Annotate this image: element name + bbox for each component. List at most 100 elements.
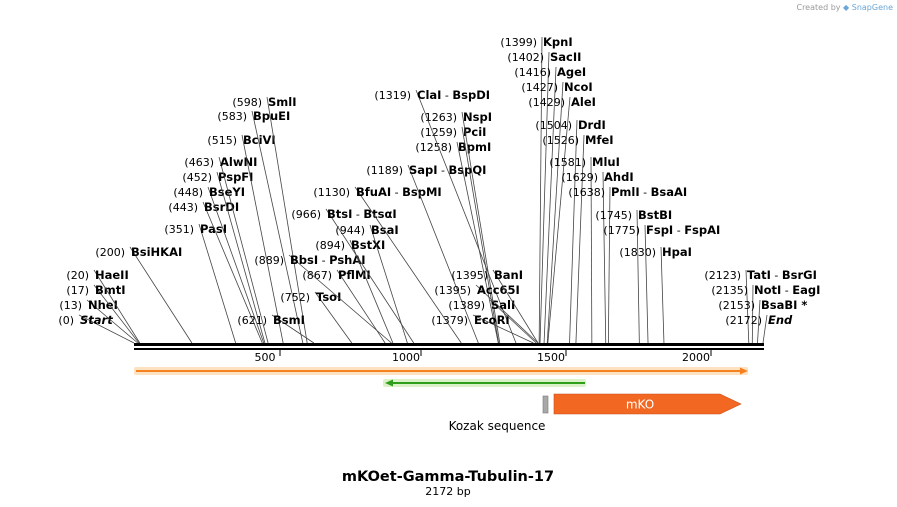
site-position: (752) xyxy=(280,291,310,304)
site-label: BmtI xyxy=(95,283,126,297)
site-label: BsrDI xyxy=(204,200,239,214)
site-name: SacII xyxy=(550,50,581,64)
site-name: BsaBI xyxy=(761,298,797,312)
site-bpuei[interactable]: (583) BpuEI xyxy=(217,109,304,344)
site-label: TatI - BsrGI xyxy=(747,268,817,282)
backbone xyxy=(134,343,764,350)
site-pcii[interactable]: (1259) PciI xyxy=(420,125,499,344)
site-bani[interactable]: (1395) BanI xyxy=(451,268,539,344)
site-tati[interactable]: (2123) TatI - BsrGI xyxy=(704,268,817,344)
site-name: BpuEI xyxy=(253,109,290,123)
site-label: PspFI xyxy=(218,170,253,184)
site-bsrdi[interactable]: (443) BsrDI xyxy=(168,200,263,344)
site-sacii[interactable]: (1402) SacII xyxy=(507,50,581,344)
site-bsihkai[interactable]: (200) BsiHKAI xyxy=(95,245,193,344)
site-name: ClaI xyxy=(417,88,441,102)
site-label: BanI xyxy=(494,268,523,282)
site-position: (515) xyxy=(207,134,237,147)
site-leader-line xyxy=(202,201,263,344)
site-clai[interactable]: (1319) ClaI - BspDI xyxy=(374,88,517,344)
site-label: TsoI xyxy=(316,290,341,304)
site-bseyi[interactable]: (448) BseYI xyxy=(173,185,265,344)
credit-brand: SnapGene xyxy=(851,3,893,12)
site-name: BmtI xyxy=(95,283,126,297)
site-position: (2172) xyxy=(725,314,762,327)
site-label: NotI - EagI xyxy=(754,283,820,297)
site-position: (1189) xyxy=(366,164,403,177)
site-btsi[interactable]: (966) BtsI - BtsαI xyxy=(291,207,415,344)
site-fspi[interactable]: (1775) FspI - FspAI xyxy=(603,223,720,344)
site-name: FspI xyxy=(646,223,673,237)
site-sapi[interactable]: (1189) SapI - BspQI xyxy=(366,163,486,344)
site-star-icon: * xyxy=(797,298,807,312)
site-label: MfeI xyxy=(585,133,614,147)
site-haeii[interactable]: (20) HaeII xyxy=(66,268,141,344)
site-bcivi[interactable]: (515) BciVI xyxy=(207,133,284,344)
site-acc65i[interactable]: (1395) Acc65I xyxy=(434,283,539,344)
site-label: SalI xyxy=(491,298,515,312)
site-position: (1379) xyxy=(431,314,468,327)
site-bsmi[interactable]: (621) BsmI xyxy=(237,313,315,344)
site-label: BbsI - PshAI xyxy=(290,253,366,267)
site-position: (1745) xyxy=(595,209,632,222)
site-nhei[interactable]: (13) NheI xyxy=(59,298,139,344)
site-separator: - xyxy=(781,284,792,297)
site-ecori[interactable]: (1379) EcoRI xyxy=(431,313,534,344)
site-bbsi[interactable]: (889) BbsI - PshAI xyxy=(254,253,392,344)
site-nspi[interactable]: (1263) NspI xyxy=(420,110,501,344)
site-pasi[interactable]: (351) PasI xyxy=(164,222,237,344)
site-position: (1638) xyxy=(568,186,605,199)
site-name: MluI xyxy=(592,155,620,169)
site-label: KpnI xyxy=(543,35,573,49)
site-position: (583) xyxy=(217,110,247,123)
site-bmti[interactable]: (17) BmtI xyxy=(66,283,140,344)
site-leader-line xyxy=(644,224,649,344)
site-start[interactable]: (0) Start xyxy=(58,313,135,344)
site-sali[interactable]: (1389) SalI xyxy=(448,298,537,344)
site-pmli[interactable]: (1638) PmlI - BsaAI xyxy=(568,185,687,344)
site-tsoi[interactable]: (752) TsoI xyxy=(280,290,353,344)
site-hpai[interactable]: (1830) HpaI xyxy=(619,245,692,344)
site-bpmi[interactable]: (1258) BpmI xyxy=(415,140,499,344)
site-bstbi[interactable]: (1745) BstBI xyxy=(595,208,672,344)
full-length-arrowhead xyxy=(740,367,748,375)
site-leader-line xyxy=(636,209,640,344)
site-kpni[interactable]: (1399) KpnI xyxy=(500,35,573,344)
site-pspfi[interactable]: (452) PspFI xyxy=(182,170,266,344)
site-ahdi[interactable]: (1629) AhdI xyxy=(561,170,634,344)
site-drdi[interactable]: (1504) DrdI xyxy=(535,118,606,344)
site-bsabi[interactable]: (2153) BsaBI * xyxy=(718,298,807,344)
site-end[interactable]: (2172) End xyxy=(725,313,793,344)
map-title: mKOet-Gamma-Tubulin-17 xyxy=(342,469,554,485)
site-label: HpaI xyxy=(662,245,692,259)
site-agei[interactable]: (1416) AgeI xyxy=(514,65,586,344)
site-bstxi[interactable]: (894) BstXI xyxy=(315,238,394,344)
site-separator: - xyxy=(441,89,452,102)
feature-full-length[interactable] xyxy=(134,367,748,375)
ruler: 500 1000 1500 2000 xyxy=(255,350,712,364)
site-leader-line xyxy=(271,314,315,344)
site-label: BsmI xyxy=(273,313,305,327)
site-name: TsoI xyxy=(316,290,341,304)
site-bfuai[interactable]: (1130) BfuAI - BspMI xyxy=(313,185,462,344)
feature-kozak[interactable]: Kozak sequence xyxy=(449,395,549,433)
site-label: BpuEI xyxy=(253,109,290,123)
feature-mko[interactable]: mKO xyxy=(553,393,742,415)
site-name: BciVI xyxy=(243,133,276,147)
site-alei[interactable]: (1429) AleI xyxy=(528,95,596,344)
site-noti[interactable]: (2135) NotI - EagI xyxy=(711,283,820,344)
site-smli[interactable]: (598) SmlI xyxy=(232,95,308,344)
site-leader-line xyxy=(456,141,499,344)
site-mlui[interactable]: (1581) MluI xyxy=(549,155,620,344)
site-mfei[interactable]: (1526) MfeI xyxy=(542,133,614,344)
site-label: AlwNI xyxy=(220,155,257,169)
site-label: SacII xyxy=(550,50,581,64)
site-name: PspFI xyxy=(218,170,253,184)
site-isoschizomer: BsrGI xyxy=(782,268,817,282)
credit-prefix: Created by xyxy=(796,3,841,12)
feature-reverse-green[interactable] xyxy=(383,379,586,387)
site-name: BanI xyxy=(494,268,523,282)
site-position: (1629) xyxy=(561,171,598,184)
site-label: HaeII xyxy=(95,268,129,282)
site-ncoi[interactable]: (1427) NcoI xyxy=(521,80,593,344)
